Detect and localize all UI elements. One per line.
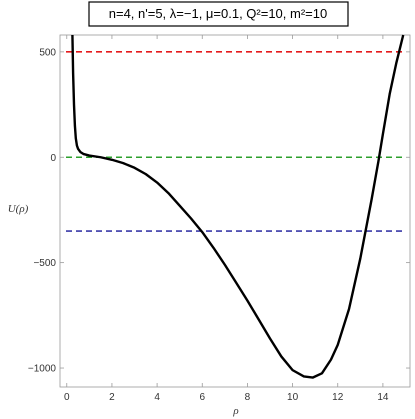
y-tick-label: −1000 (28, 364, 57, 375)
y-tick-label: 0 (50, 153, 56, 164)
chart-title-box: n=4, n'=5, λ=−1, μ=0.1, Q²=10, m²=10 (88, 1, 349, 27)
curve-layer (71, 34, 405, 379)
x-tick-label: 12 (332, 392, 344, 403)
x-axis-label: ρ (232, 405, 238, 417)
y-tick-label: 500 (39, 47, 56, 58)
series-line-potential (71, 34, 405, 379)
reference-lines (66, 51, 404, 232)
x-tick-label: 2 (109, 392, 115, 403)
x-tick-label: 14 (377, 392, 389, 403)
x-tick-label: 8 (245, 392, 251, 403)
chart-title: n=4, n'=5, λ=−1, μ=0.1, Q²=10, m²=10 (109, 6, 327, 21)
y-axis-label: U(ρ) (8, 203, 29, 215)
x-tick-label: 6 (199, 392, 205, 403)
plot-frame (59, 34, 411, 388)
x-tick-label: 10 (287, 392, 299, 403)
y-tick-label: −500 (33, 258, 56, 269)
x-tick-label: 0 (64, 392, 70, 403)
x-tick-label: 4 (154, 392, 160, 403)
axis-ticks: 0 2 4 6 8 10 12 14 −1000 −500 0 500 (28, 35, 410, 403)
